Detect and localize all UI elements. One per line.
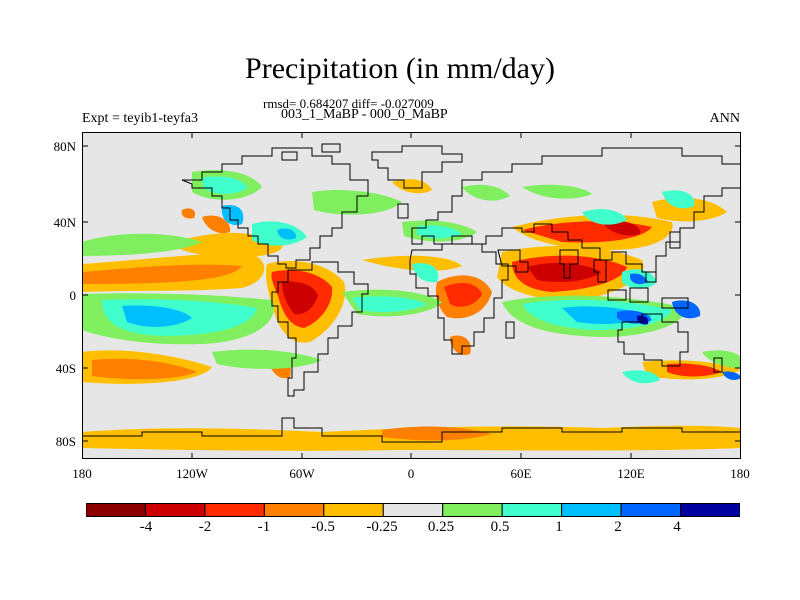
wet-anomaly-fields bbox=[82, 170, 741, 384]
season-label: ANN bbox=[709, 111, 740, 126]
lon-label-180e: 180 bbox=[730, 466, 750, 481]
colorbar-box bbox=[382, 503, 444, 517]
colorbar-box bbox=[442, 503, 503, 517]
colorbar-box bbox=[501, 503, 563, 517]
colorbar-label: 0.5 bbox=[490, 519, 510, 535]
colorbar-box bbox=[680, 503, 740, 517]
lon-label-120w: 120W bbox=[176, 466, 208, 481]
coastlines bbox=[82, 143, 741, 443]
lon-label-60w: 60W bbox=[289, 466, 315, 481]
colorbar-label: -0.25 bbox=[366, 519, 398, 535]
lon-label-120e: 120E bbox=[617, 466, 645, 481]
experiment-label: Expt = teyib1-teyfa3 bbox=[82, 111, 198, 126]
lat-label-80n: 80N bbox=[53, 139, 76, 154]
lat-label-0: 0 bbox=[69, 288, 77, 303]
colorbar-box bbox=[620, 503, 682, 517]
colorbar-label: -2 bbox=[198, 519, 212, 535]
colorbar-box bbox=[323, 503, 384, 517]
lon-label-0: 0 bbox=[407, 466, 415, 481]
colorbar-box bbox=[263, 503, 325, 517]
colorbar-label: -0.5 bbox=[311, 519, 335, 535]
lon-label-180w: 180 bbox=[72, 466, 92, 481]
stats-line: rmsd= 0.684207 diff= -0.027009 bbox=[263, 96, 434, 111]
lat-label-40s: 40S bbox=[55, 361, 76, 376]
colorbar-label: 2 bbox=[614, 519, 622, 535]
lat-label-40n: 40N bbox=[53, 215, 76, 230]
plot-title: Precipitation (in mm/day) bbox=[245, 52, 555, 85]
precipitation-map bbox=[82, 132, 741, 459]
colorbar-label: -4 bbox=[139, 519, 153, 535]
colorbar-label: -1 bbox=[257, 519, 271, 535]
colorbar-boxes bbox=[86, 503, 740, 517]
colorbar-label: 4 bbox=[673, 519, 681, 535]
colorbar-label: 0.25 bbox=[427, 519, 455, 535]
colorbar-label: 1 bbox=[555, 519, 563, 535]
colorbar-box bbox=[144, 503, 206, 517]
axis-ticks bbox=[82, 132, 741, 459]
colorbar-box bbox=[561, 503, 622, 517]
subtitle: 003_1_MaBP - 000_0_MaBP bbox=[281, 107, 448, 122]
lon-label-60e: 60E bbox=[510, 466, 532, 481]
colorbar bbox=[86, 503, 740, 517]
colorbar-box bbox=[204, 503, 265, 517]
lat-label-80s: 80S bbox=[55, 434, 76, 449]
colorbar-box bbox=[86, 503, 146, 517]
